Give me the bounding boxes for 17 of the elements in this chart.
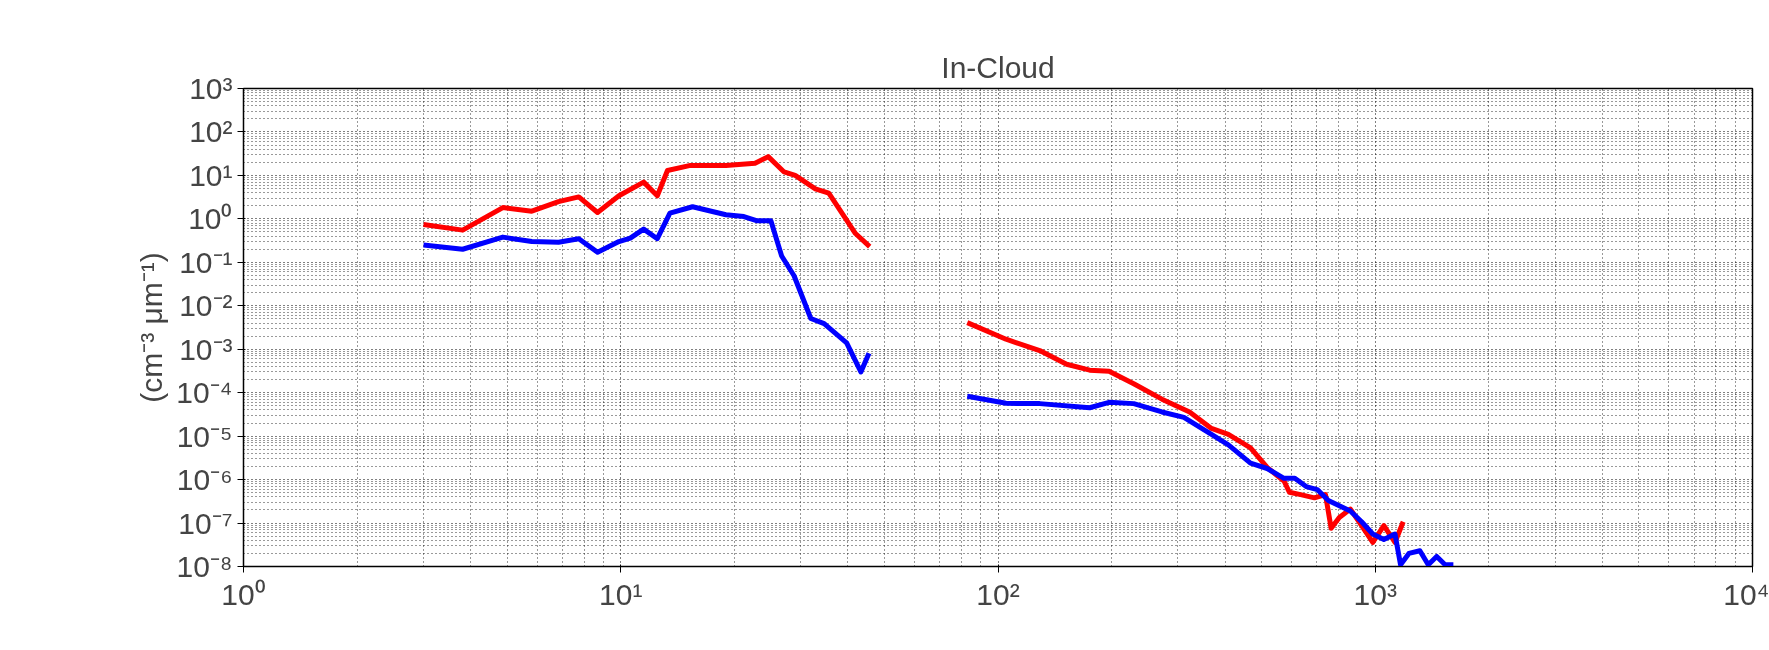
y-tick-label: 10⁻⁵ <box>176 419 233 453</box>
y-tick-label: 10⁻² <box>179 289 233 323</box>
x-tick-label: 10⁴ <box>1723 577 1769 611</box>
y-tick-label: 10⁻⁷ <box>178 506 233 540</box>
y-tick-label: 10⁰ <box>188 202 233 236</box>
y-tick-label: 10² <box>189 115 233 149</box>
x-tick-label: 10¹ <box>599 577 643 611</box>
chart-title: In-Cloud <box>941 50 1055 84</box>
y-tick-label: 10³ <box>189 72 233 105</box>
y-axis-title: (cm⁻³ μm⁻¹) <box>135 252 169 403</box>
y-tick-label: 10⁻⁴ <box>176 376 233 410</box>
y-tick-label: 10⁻⁶ <box>176 463 233 497</box>
y-tick-label: 10⁻¹ <box>179 245 233 279</box>
y-tick-label: 10¹ <box>189 158 233 192</box>
x-tick-label: 10³ <box>1353 577 1397 611</box>
y-tick-label: 10⁻³ <box>179 332 233 366</box>
x-tick-label: 10² <box>976 577 1020 611</box>
